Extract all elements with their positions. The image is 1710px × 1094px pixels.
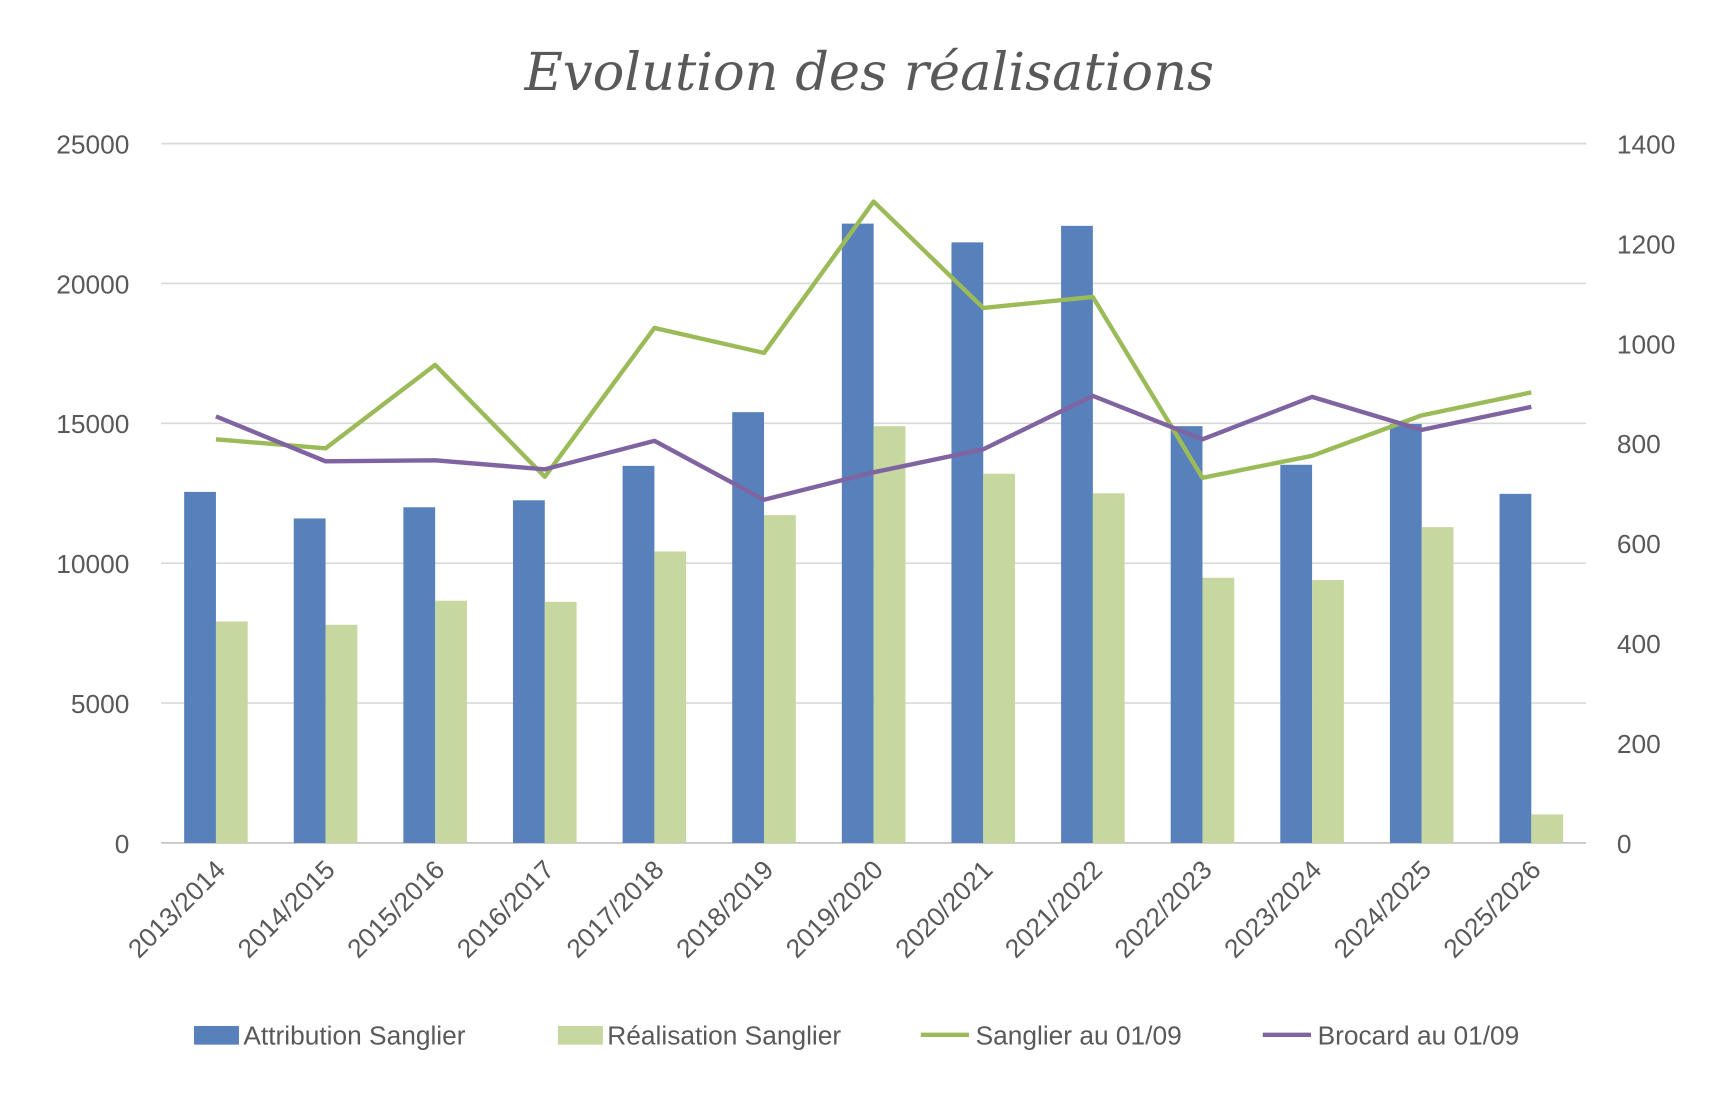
y-right-tick-label: 400 bbox=[1617, 629, 1661, 659]
y-left-tick-label: 20000 bbox=[56, 269, 129, 299]
bar-r-alisation-sanglier bbox=[544, 601, 577, 843]
y-left-tick-label: 15000 bbox=[56, 409, 129, 439]
legend-item: Sanglier au 01/09 bbox=[920, 1021, 1182, 1051]
y-left-tick-label: 5000 bbox=[71, 689, 130, 719]
bar-attribution-sanglier bbox=[1061, 225, 1093, 843]
legend-label: Brocard au 01/09 bbox=[1318, 1021, 1520, 1051]
bar-r-alisation-sanglier bbox=[764, 515, 796, 843]
bar-attribution-sanglier bbox=[841, 223, 874, 843]
bar-attribution-sanglier bbox=[513, 500, 545, 843]
y-left-tick-label: 25000 bbox=[56, 129, 129, 159]
bar-attribution-sanglier bbox=[184, 491, 216, 843]
bar-attribution-sanglier bbox=[1389, 423, 1422, 843]
legend-swatch bbox=[194, 1026, 239, 1045]
bar-r-alisation-sanglier bbox=[983, 473, 1016, 843]
bar-attribution-sanglier bbox=[1280, 464, 1313, 843]
bar-attribution-sanglier bbox=[293, 518, 326, 843]
y-right-tick-label: 0 bbox=[1617, 829, 1632, 859]
bar-r-alisation-sanglier bbox=[1312, 580, 1344, 843]
y-right-tick-label: 800 bbox=[1617, 429, 1661, 459]
bar-r-alisation-sanglier bbox=[215, 621, 248, 843]
legend-item: Attribution Sanglier bbox=[194, 1021, 466, 1051]
legend-swatch bbox=[557, 1026, 603, 1045]
x-tick-label: 2017/2018 bbox=[560, 854, 669, 963]
x-tick-label: 2019/2020 bbox=[780, 854, 889, 963]
legend-label: Sanglier au 01/09 bbox=[976, 1021, 1182, 1051]
bar-r-alisation-sanglier bbox=[1092, 493, 1125, 843]
x-tick-label: 2022/2023 bbox=[1109, 854, 1218, 963]
bar-r-alisation-sanglier bbox=[1202, 577, 1235, 843]
bar-r-alisation-sanglier bbox=[325, 624, 358, 843]
legend-label: Attribution Sanglier bbox=[243, 1021, 465, 1051]
bar-r-alisation-sanglier bbox=[1531, 814, 1564, 843]
bar-attribution-sanglier bbox=[732, 412, 765, 843]
y-right-tick-label: 600 bbox=[1617, 529, 1661, 559]
chart-title: Evolution des réalisations bbox=[524, 42, 1214, 103]
x-tick-label: 2020/2021 bbox=[889, 854, 998, 963]
bar-r-alisation-sanglier bbox=[654, 551, 687, 843]
x-tick-label: 2013/2014 bbox=[122, 854, 231, 963]
x-tick-label: 2015/2016 bbox=[341, 854, 450, 963]
x-tick-label: 2025/2026 bbox=[1437, 854, 1546, 963]
x-tick-label: 2014/2015 bbox=[232, 854, 341, 963]
bar-attribution-sanglier bbox=[622, 465, 655, 843]
y-left-tick-label: 10000 bbox=[56, 549, 129, 579]
bar-r-alisation-sanglier bbox=[1421, 527, 1454, 843]
legend-item: Brocard au 01/09 bbox=[1262, 1021, 1520, 1051]
x-tick-label: 2018/2019 bbox=[670, 854, 779, 963]
y-right-tick-label: 1000 bbox=[1617, 329, 1676, 359]
x-tick-label: 2024/2025 bbox=[1328, 854, 1437, 963]
bar-r-alisation-sanglier bbox=[873, 426, 906, 843]
line-brocard-au-01-09 bbox=[215, 393, 1532, 502]
bar-attribution-sanglier bbox=[403, 507, 436, 843]
bar-attribution-sanglier bbox=[951, 242, 984, 843]
x-tick-label: 2016/2017 bbox=[451, 854, 560, 963]
bar-r-alisation-sanglier bbox=[435, 600, 467, 843]
legend-item: Réalisation Sanglier bbox=[557, 1021, 841, 1051]
bar-attribution-sanglier bbox=[1499, 493, 1532, 843]
x-tick-label: 2023/2024 bbox=[1218, 854, 1327, 963]
bar-attribution-sanglier bbox=[1170, 426, 1203, 843]
line-sanglier-au-01-09 bbox=[215, 199, 1532, 480]
y-right-tick-label: 200 bbox=[1617, 729, 1661, 759]
y-right-tick-label: 1200 bbox=[1617, 229, 1676, 259]
legend-label: Réalisation Sanglier bbox=[607, 1021, 841, 1051]
y-left-tick-label: 0 bbox=[115, 829, 130, 859]
x-tick-label: 2021/2022 bbox=[999, 854, 1108, 963]
y-right-tick-label: 1400 bbox=[1617, 129, 1676, 159]
